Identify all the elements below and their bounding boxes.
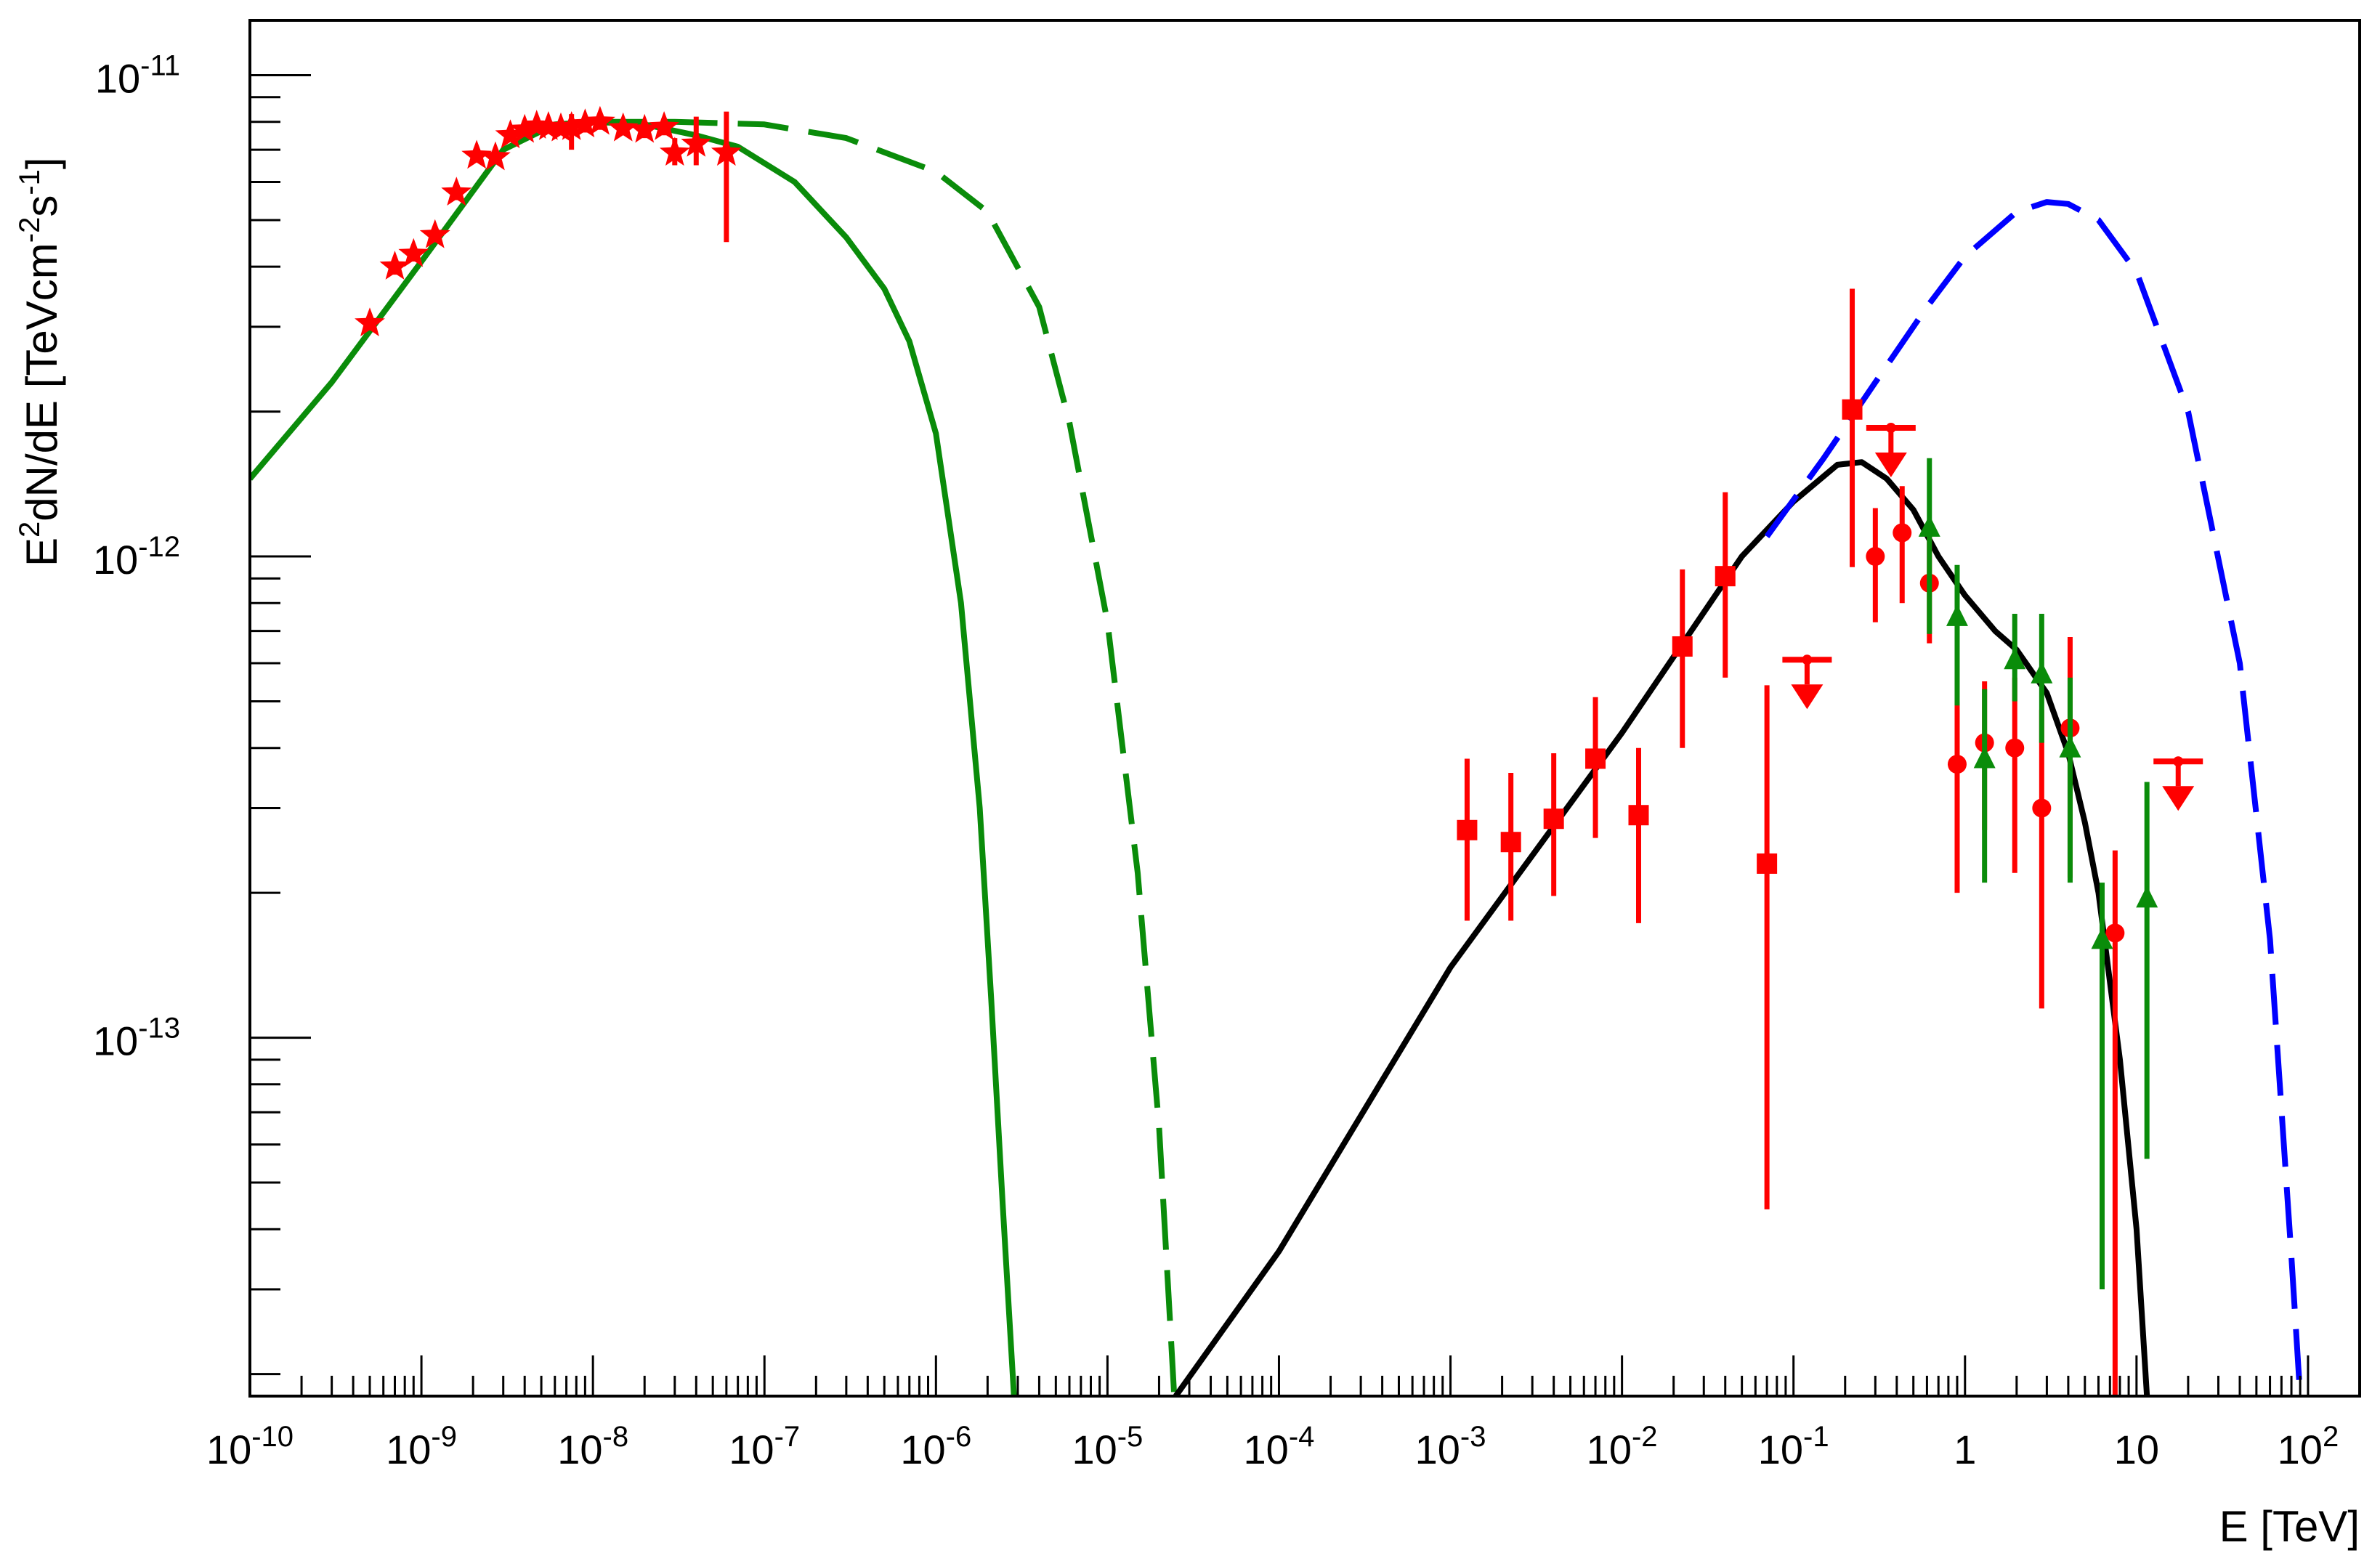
square-marker [1457, 819, 1478, 840]
upper-limit-point [1885, 423, 1896, 434]
triangle-marker [2059, 735, 2081, 758]
x-tick-label: 10-6 [900, 1421, 971, 1472]
x-tick-label: 10-4 [1244, 1421, 1315, 1472]
upper-limit-arrow [1874, 453, 1907, 478]
star-marker [480, 141, 511, 171]
axes: 10-10 10-9 10-8 10-7 10-6 10-5 10-4 10-3 10-2 10-… [93, 19, 2361, 1472]
triangle-marker [1918, 514, 1940, 537]
circle-marker [2105, 923, 2125, 943]
star-marker [585, 105, 615, 135]
upper-limit-arrow [2162, 786, 2195, 811]
x-tick-label: 10 [2114, 1427, 2159, 1472]
circle-marker [1947, 755, 1967, 774]
star-marker [461, 139, 493, 169]
x-tick-label: 10-9 [386, 1421, 457, 1472]
square-marker [1585, 748, 1606, 769]
y-axis-label: E2dN/dE [TeVcm-2s-1] [14, 157, 66, 567]
circle-marker [1866, 547, 1885, 567]
x-tick-label: 10-8 [557, 1421, 628, 1472]
series-curve-black-solid [1173, 459, 2150, 1396]
star-marker [546, 112, 576, 142]
x-tick-label: 10-1 [1758, 1421, 1829, 1472]
x-tick-label: 10-7 [729, 1421, 800, 1472]
upper-limit-arrow [1791, 684, 1824, 710]
square-marker [1715, 566, 1736, 587]
triangle-marker [2031, 661, 2053, 684]
triangle-marker [2136, 885, 2158, 908]
triangle-marker [2004, 647, 2026, 670]
x-tick-label: 10-3 [1415, 1421, 1486, 1472]
upper-limit-point [2173, 756, 2184, 767]
star-marker [681, 128, 712, 157]
square-marker [1543, 808, 1564, 830]
y-tick-label: 10-12 [93, 531, 180, 583]
star-marker [355, 307, 385, 336]
star-marker [711, 137, 742, 166]
circle-marker [2032, 798, 2052, 818]
upper-limit-point [1802, 654, 1813, 665]
x-tick-label: 1 [1954, 1427, 1976, 1472]
x-tick-label: 10-5 [1072, 1421, 1143, 1472]
y-tick-label: 10-13 [93, 1013, 180, 1064]
circle-marker [2005, 738, 2025, 758]
series-curve-green-solid [250, 118, 1017, 1396]
star-marker [607, 112, 639, 142]
x-axis-label: E [TeV] [2219, 1502, 2360, 1551]
square-marker [1842, 399, 1863, 420]
square-marker [1628, 805, 1649, 826]
y-tick-label: 10-11 [95, 49, 180, 101]
triangle-marker [2091, 927, 2113, 949]
circle-marker [1893, 523, 1912, 543]
star-marker [659, 137, 690, 166]
star-marker [629, 113, 660, 143]
star-marker [649, 111, 679, 140]
square-marker [1757, 853, 1778, 874]
star-marker [398, 238, 429, 267]
triangle-marker [1946, 604, 1968, 626]
star-marker [441, 177, 472, 206]
data-points [355, 105, 2203, 1396]
star-marker [495, 119, 526, 149]
star-marker [509, 113, 541, 143]
x-tick-label: 10-10 [206, 1421, 294, 1472]
model-curves [250, 118, 2304, 1396]
x-tick-label: 10-2 [1587, 1421, 1658, 1472]
star-marker [570, 108, 601, 138]
series-curve-green-dashed [524, 118, 1178, 1396]
x-tick-label: 102 [2278, 1421, 2339, 1472]
star-marker [556, 111, 587, 140]
square-marker [1672, 636, 1693, 657]
square-marker [1500, 832, 1521, 853]
triangle-marker [1973, 746, 1996, 769]
star-marker [379, 251, 410, 280]
plot-frame [248, 19, 2361, 1398]
star-marker [419, 219, 450, 248]
series-curve-blue-dashed [1764, 199, 2304, 1396]
